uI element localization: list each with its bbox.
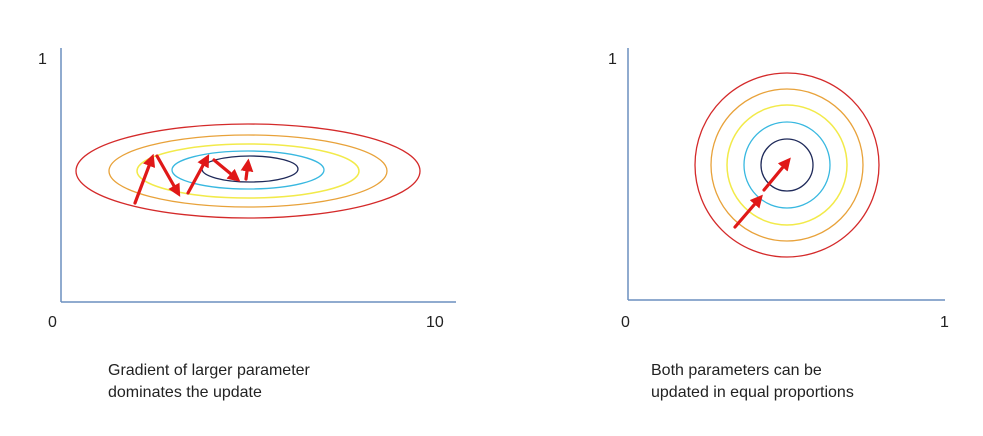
right-caption-line-2: updated in equal proportions xyxy=(651,384,854,401)
left-step-arrow-1 xyxy=(133,153,156,205)
left-contour-cyan xyxy=(171,150,325,190)
left-contour-outer xyxy=(75,123,421,219)
right-contour-yellow xyxy=(726,104,848,226)
right-caption-line-1: Both parameters can be xyxy=(651,362,822,379)
right-contour-orange xyxy=(710,88,864,242)
left-gradient-steps xyxy=(133,153,254,205)
left-step-arrow-2 xyxy=(155,154,181,197)
left-caption-line-1: Gradient of larger parameter xyxy=(108,362,310,379)
left-caption: Gradient of larger parameter dominates t… xyxy=(108,360,310,404)
right-contour-inner xyxy=(760,138,814,192)
right-x-tick-left: 0 xyxy=(621,314,630,331)
left-x-tick-left: 0 xyxy=(48,314,57,331)
left-x-tick-right: 10 xyxy=(426,314,444,331)
left-panel: 1 0 10 xyxy=(38,48,456,331)
left-step-arrow-5 xyxy=(240,158,254,181)
left-y-tick-top: 1 xyxy=(38,51,47,68)
right-step-arrow-2 xyxy=(762,157,791,192)
right-y-tick-top: 1 xyxy=(608,51,617,68)
right-gradient-steps xyxy=(733,157,791,229)
right-contour-outer xyxy=(694,72,880,258)
right-x-tick-right: 1 xyxy=(940,314,949,331)
left-step-arrow-3 xyxy=(186,154,210,195)
right-step-arrow-1 xyxy=(733,194,763,229)
left-caption-line-2: dominates the update xyxy=(108,384,262,401)
left-contour-yellow xyxy=(136,143,360,199)
left-contour-orange xyxy=(108,134,388,208)
right-contour-cyan xyxy=(743,121,831,209)
right-panel: 1 0 1 xyxy=(608,48,949,331)
left-step-arrow-4 xyxy=(212,158,241,182)
left-contour-inner xyxy=(201,155,299,183)
right-caption: Both parameters can be updated in equal … xyxy=(651,360,854,404)
